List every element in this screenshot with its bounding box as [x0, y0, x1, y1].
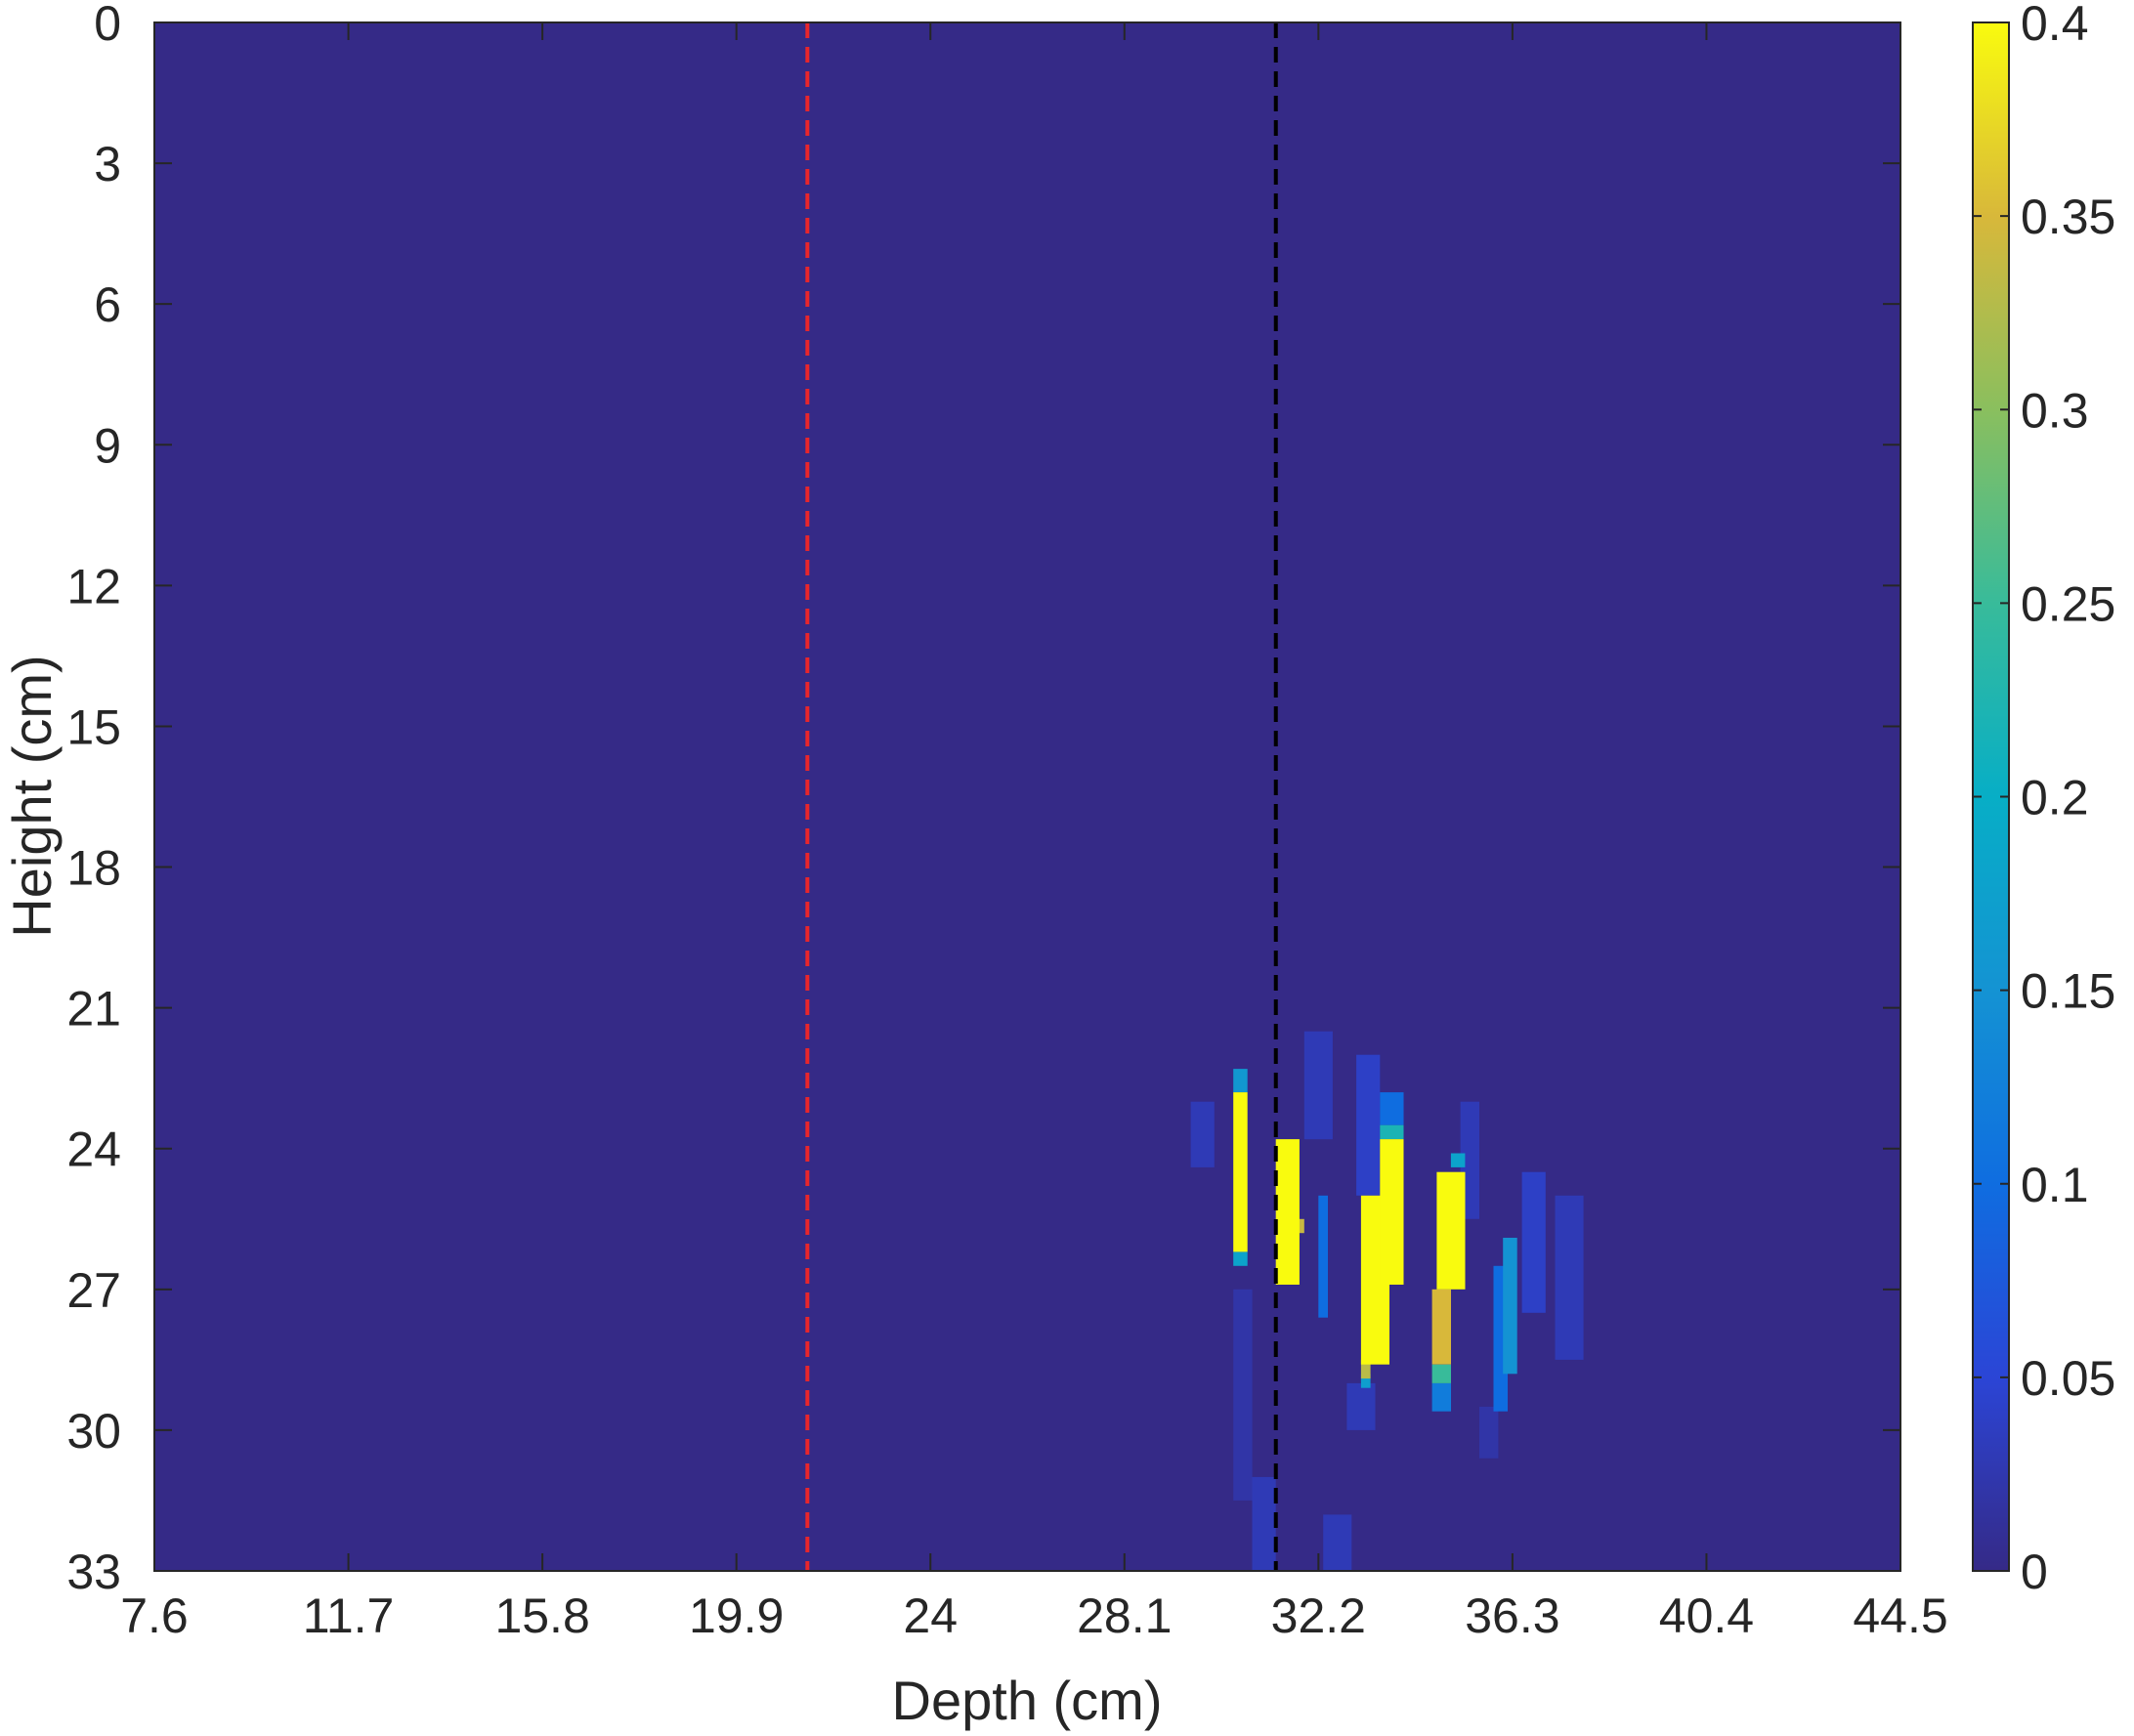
colorbar-tick-label: 0.1 — [2021, 1158, 2089, 1212]
heatmap-cell — [1431, 1289, 1451, 1365]
y-tick-label: 18 — [66, 841, 121, 896]
x-tick-label: 36.3 — [1465, 1588, 1559, 1643]
colorbar-tick-label: 0.4 — [2021, 0, 2089, 51]
colorbar-tick-label: 0.35 — [2021, 190, 2115, 244]
x-tick-label: 11.7 — [303, 1588, 395, 1643]
y-axis-label: Height (cm) — [1, 655, 63, 937]
heatmap-cell — [1431, 1382, 1451, 1412]
heatmap-cell — [1380, 1124, 1404, 1140]
colorbar-tick-label: 0.05 — [2021, 1351, 2115, 1406]
x-tick-label: 15.8 — [494, 1588, 589, 1643]
heatmap-cell — [1318, 1195, 1328, 1318]
y-tick-label: 30 — [66, 1404, 121, 1459]
x-tick-label: 28.1 — [1077, 1588, 1172, 1643]
colorbar-tick-label: 0 — [2021, 1545, 2048, 1599]
heatmap-cell — [1360, 1374, 1371, 1388]
x-tick-labels: 7.6 11.7 15.8 19.9 24 28.1 32.2 36.3 40.4 44.5 — [120, 1588, 1947, 1643]
heatmap-cell — [1479, 1406, 1499, 1459]
colorbar-tick-label: 0.15 — [2021, 964, 2115, 1019]
x-tick-label: 24 — [903, 1588, 958, 1643]
heatmap-cell — [1450, 1153, 1466, 1167]
axis-ticks — [153, 21, 1901, 1572]
heatmap-background — [154, 22, 1900, 1571]
x-tick-label: 44.5 — [1853, 1588, 1947, 1643]
y-tick-label: 3 — [94, 137, 121, 191]
heatmap-cell — [1233, 1251, 1248, 1266]
y-tick-label: 24 — [66, 1122, 121, 1177]
heatmap-cell — [1385, 1285, 1389, 1360]
heatmap-cell — [1431, 1364, 1451, 1383]
heatmap-cell — [1555, 1195, 1584, 1360]
heatmap-cell — [1233, 1289, 1253, 1501]
x-tick-label: 7.6 — [120, 1588, 189, 1643]
heatmap-cell — [1233, 1092, 1248, 1252]
heatmap-cell — [1436, 1171, 1466, 1290]
heatmap-cell — [1346, 1382, 1376, 1430]
plot-frame — [153, 21, 1901, 1572]
x-tick-label: 19.9 — [689, 1588, 784, 1643]
colorbar-tick-label: 0.25 — [2021, 576, 2115, 631]
x-axis-label: Depth (cm) — [892, 1670, 1163, 1731]
y-tick-label: 0 — [94, 0, 121, 51]
y-tick-label: 27 — [66, 1263, 121, 1318]
heatmap-cells — [1190, 1031, 1584, 1571]
y-tick-labels: 0 3 6 9 12 15 18 21 24 27 30 33 — [66, 0, 121, 1599]
plot-area — [153, 21, 1901, 1572]
heatmap-cell — [1252, 1476, 1276, 1571]
heatmap-cell — [1233, 1069, 1248, 1093]
heatmap-cell — [1275, 1139, 1300, 1285]
heatmap-cell — [1380, 1139, 1404, 1285]
y-tick-label: 21 — [66, 982, 121, 1037]
heatmap-cell — [1503, 1238, 1517, 1375]
y-tick-label: 33 — [66, 1545, 121, 1599]
y-tick-label: 6 — [94, 277, 121, 332]
reference-lines — [805, 22, 1278, 1571]
x-tick-label: 32.2 — [1271, 1588, 1366, 1643]
heatmap-cell — [1521, 1171, 1546, 1313]
heatmap-cell — [1190, 1101, 1215, 1167]
y-tick-label: 12 — [66, 559, 121, 614]
heatmap-cell — [1380, 1092, 1404, 1125]
y-tick-label: 9 — [94, 418, 121, 473]
heatmap-cell — [1360, 1359, 1371, 1379]
colorbar: 0 0.05 0.1 0.15 0.2 0.25 0.3 0.35 0.4 — [1972, 0, 2115, 1599]
heatmap-cell — [1356, 1054, 1381, 1196]
heatmap-cell — [1323, 1514, 1352, 1571]
heatmap-cell — [1303, 1031, 1333, 1140]
colorbar-ticks: 0 0.05 0.1 0.15 0.2 0.25 0.3 0.35 0.4 — [1973, 0, 2115, 1599]
colorbar-tick-label: 0.2 — [2021, 771, 2089, 826]
x-tick-label: 40.4 — [1659, 1588, 1754, 1643]
colorbar-tick-label: 0.3 — [2021, 383, 2089, 438]
y-tick-label: 15 — [66, 699, 121, 754]
